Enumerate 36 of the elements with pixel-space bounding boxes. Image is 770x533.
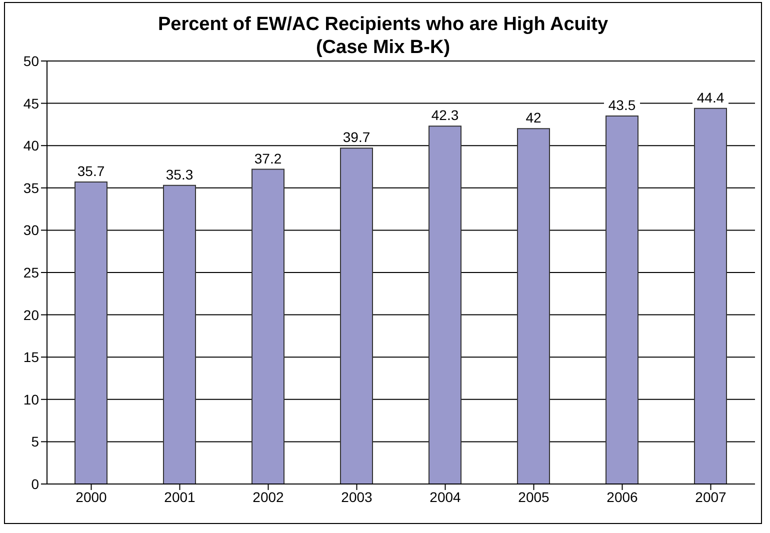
y-tick-label: 10 (23, 391, 40, 408)
x-tick-label: 2000 (76, 488, 108, 505)
data-label: 35.7 (77, 162, 105, 179)
data-label: 35.3 (166, 166, 194, 182)
bar (428, 126, 462, 484)
bar (517, 128, 550, 484)
y-tick-label: 45 (23, 95, 40, 112)
y-tick-label: 25 (23, 264, 40, 280)
x-tick-label: 2001 (164, 488, 196, 505)
x-tick-label: 2006 (606, 488, 638, 505)
data-label: 37.2 (254, 150, 282, 166)
y-tick-label: 35 (23, 180, 40, 196)
x-tick-label: 2003 (341, 488, 373, 505)
bar (340, 148, 373, 484)
bar (606, 115, 638, 484)
bar (252, 168, 284, 484)
bar (74, 181, 108, 484)
chart-title: Percent of EW/AC Recipients who are High Acuity (Case Mix B-K) (156, 13, 610, 58)
x-tick-label: 2007 (695, 488, 727, 505)
data-label: 42 (526, 110, 542, 126)
data-label: 39.7 (342, 129, 370, 146)
bar (694, 108, 727, 484)
bar (163, 184, 196, 484)
y-tick-label: 20 (23, 306, 40, 323)
y-tick-label: 40 (23, 138, 40, 154)
x-tick-label: 2002 (252, 488, 284, 505)
y-tick-label: 5 (31, 434, 40, 450)
data-label: 43.5 (608, 96, 636, 113)
data-label: 44.4 (696, 89, 724, 106)
x-tick-label: 2004 (430, 488, 462, 505)
y-tick-label: 30 (23, 222, 40, 238)
y-tick-label: 0 (31, 476, 40, 492)
data-label: 42.3 (431, 107, 459, 124)
y-tick-label: 50 (23, 52, 40, 69)
y-tick-label: 15 (23, 349, 40, 366)
x-tick-label: 2005 (518, 488, 550, 505)
